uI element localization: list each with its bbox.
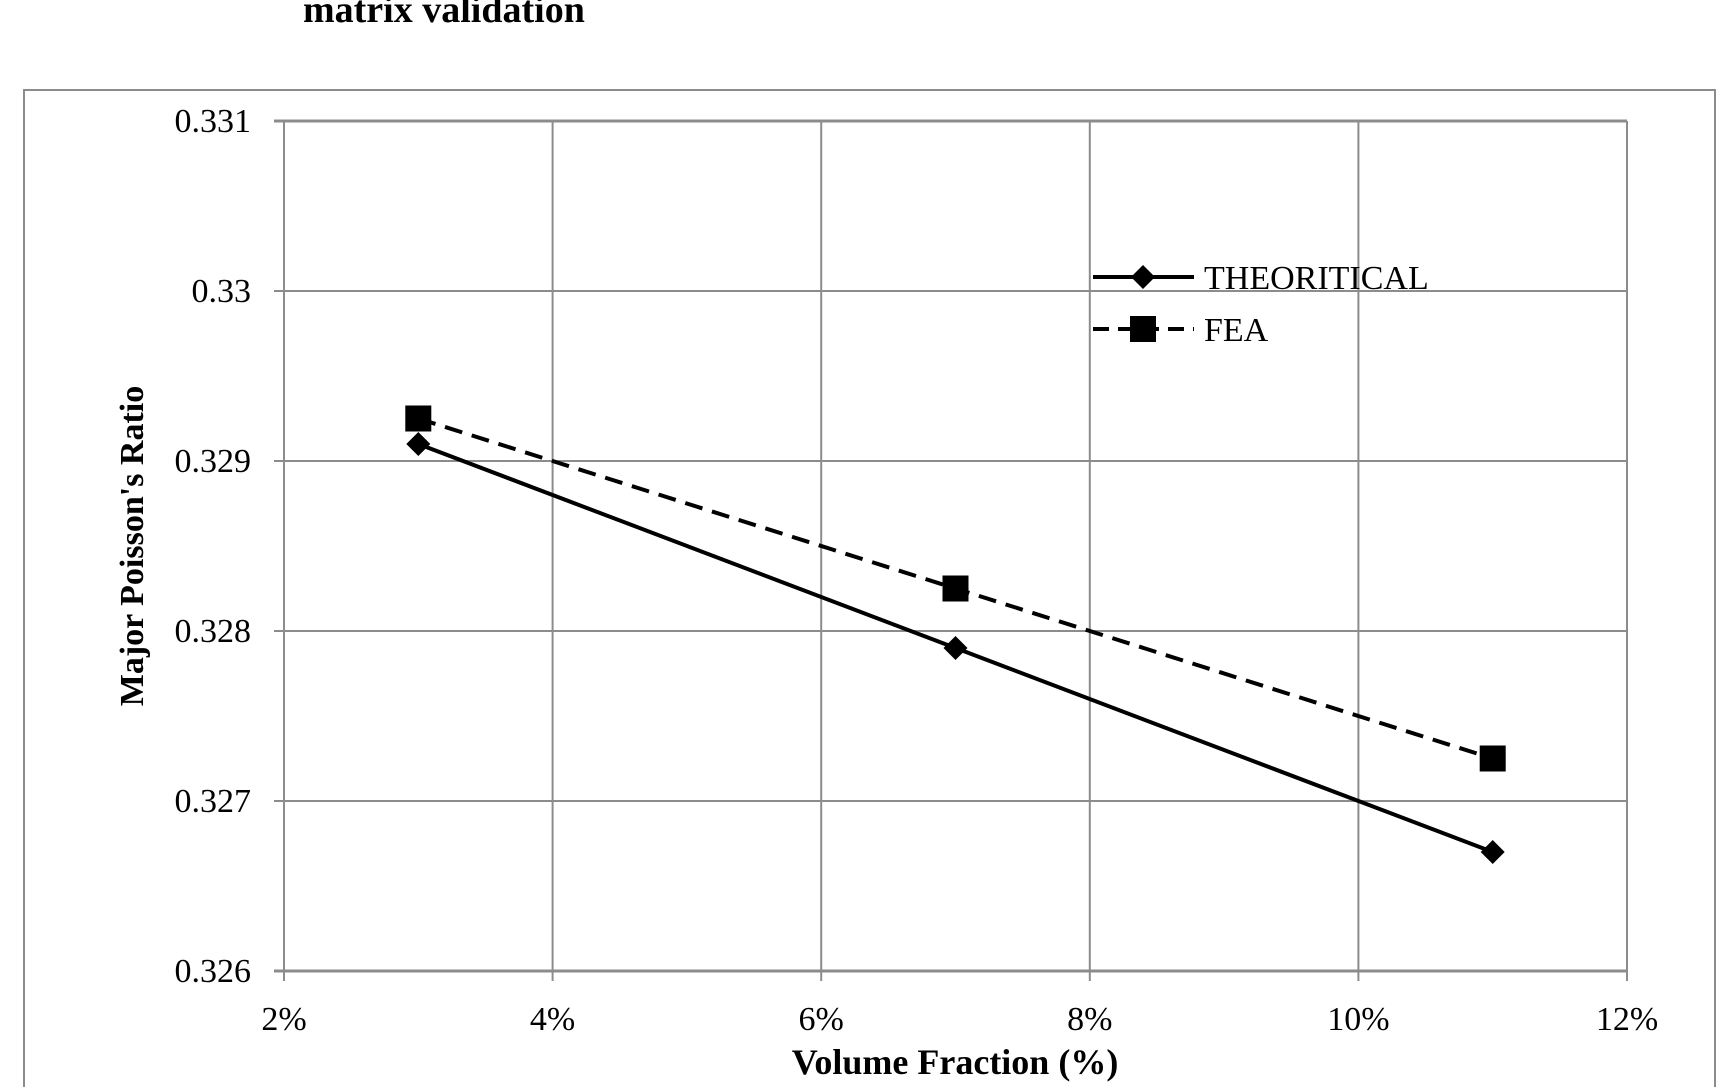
y-tick-label: 0.328 bbox=[175, 613, 252, 650]
legend-label: THEORITICAL bbox=[1204, 260, 1429, 297]
data-point-fea bbox=[405, 405, 432, 432]
chart-border bbox=[23, 89, 1716, 1087]
y-tick-label: 0.33 bbox=[192, 273, 252, 310]
caption-fragment: matrix validation bbox=[303, 0, 585, 31]
x-tick-label: 6% bbox=[799, 1001, 844, 1038]
x-tick-label: 2% bbox=[261, 1001, 306, 1038]
data-point-fea bbox=[942, 575, 969, 602]
y-tick-label: 0.326 bbox=[175, 953, 252, 990]
y-tick-label: 0.327 bbox=[175, 783, 252, 820]
x-axis-title: Volume Fraction (%) bbox=[792, 1042, 1119, 1082]
data-point-theoritical bbox=[1480, 840, 1505, 864]
y-tick-label: 0.329 bbox=[175, 443, 252, 480]
x-tick-label: 12% bbox=[1596, 1001, 1658, 1038]
legend-marker-fea bbox=[1130, 316, 1156, 342]
x-tick-label: 4% bbox=[530, 1001, 575, 1038]
data-point-theoritical bbox=[406, 432, 431, 456]
legend-label: FEA bbox=[1204, 312, 1269, 349]
legend-marker-theoritical bbox=[1131, 265, 1155, 289]
y-tick-label: 0.331 bbox=[175, 103, 252, 140]
data-point-fea bbox=[1479, 745, 1506, 772]
data-point-theoritical bbox=[943, 636, 968, 660]
x-tick-label: 8% bbox=[1067, 1001, 1112, 1038]
x-tick-label: 10% bbox=[1327, 1001, 1389, 1038]
y-axis-title: Major Poisson's Ratio bbox=[114, 386, 151, 706]
legend: THEORITICAL FEA bbox=[1093, 260, 1429, 349]
